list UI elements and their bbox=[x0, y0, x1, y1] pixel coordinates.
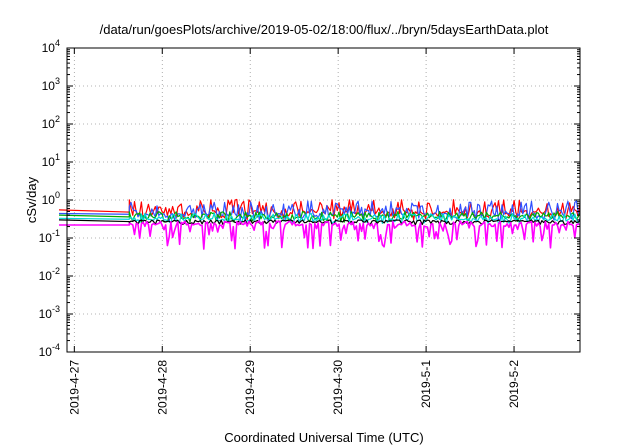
y-tick-label: 10-4 bbox=[39, 342, 60, 359]
y-tick-exponent: 0 bbox=[55, 190, 60, 200]
y-tick-exponent: 4 bbox=[55, 38, 60, 48]
x-tick-label: 2019-5-1 bbox=[419, 360, 433, 408]
y-tick-label: 10-3 bbox=[39, 304, 60, 321]
x-tick-label: 2019-5-2 bbox=[507, 360, 521, 408]
x-tick-label: 2019-4-29 bbox=[243, 360, 257, 415]
y-tick-base: 10 bbox=[39, 231, 53, 245]
y-tick-label: 103 bbox=[42, 76, 60, 93]
chart-title: /data/run/goesPlots/archive/2019-05-02/1… bbox=[100, 22, 549, 37]
grid bbox=[67, 48, 580, 352]
series-line bbox=[58, 198, 580, 221]
y-tick-label: 100 bbox=[42, 190, 60, 207]
x-tick-label: 2019-4-28 bbox=[155, 360, 169, 415]
series-layer bbox=[58, 198, 580, 250]
y-tick-label: 10-1 bbox=[39, 228, 60, 245]
y-tick-base: 10 bbox=[42, 41, 56, 55]
y-tick-base: 10 bbox=[42, 155, 56, 169]
y-tick-exponent: -1 bbox=[52, 228, 60, 238]
y-tick-base: 10 bbox=[39, 345, 53, 359]
y-tick-base: 10 bbox=[42, 193, 56, 207]
y-tick-exponent: -3 bbox=[52, 304, 60, 314]
series-line bbox=[58, 200, 580, 222]
series-line bbox=[58, 211, 580, 223]
y-tick-base: 10 bbox=[39, 307, 53, 321]
series-line bbox=[58, 212, 580, 224]
y-tick-label: 10-2 bbox=[39, 266, 60, 283]
y-tick-exponent: 2 bbox=[55, 114, 60, 124]
y-tick-label: 101 bbox=[42, 152, 60, 169]
y-tick-exponent: 3 bbox=[55, 76, 60, 86]
x-axis: 2019-4-27 2019-4-28 2019-4-29 2019-4-30 2019… bbox=[67, 48, 521, 415]
y-tick-exponent: -2 bbox=[52, 266, 60, 276]
x-tick-label: 2019-4-27 bbox=[67, 360, 81, 415]
y-axis-label: cSv/day bbox=[24, 176, 39, 223]
x-axis-label: Coordinated Universal Time (UTC) bbox=[224, 430, 423, 445]
y-tick-base: 10 bbox=[39, 269, 53, 283]
y-tick-exponent: -4 bbox=[52, 342, 60, 352]
y-tick-label: 102 bbox=[42, 114, 60, 131]
y-tick-label: 104 bbox=[42, 38, 60, 55]
x-tick-label: 2019-4-30 bbox=[331, 360, 345, 415]
y-tick-base: 10 bbox=[42, 117, 56, 131]
series-line bbox=[59, 220, 580, 250]
y-tick-base: 10 bbox=[42, 79, 56, 93]
y-tick-exponent: 1 bbox=[55, 152, 60, 162]
